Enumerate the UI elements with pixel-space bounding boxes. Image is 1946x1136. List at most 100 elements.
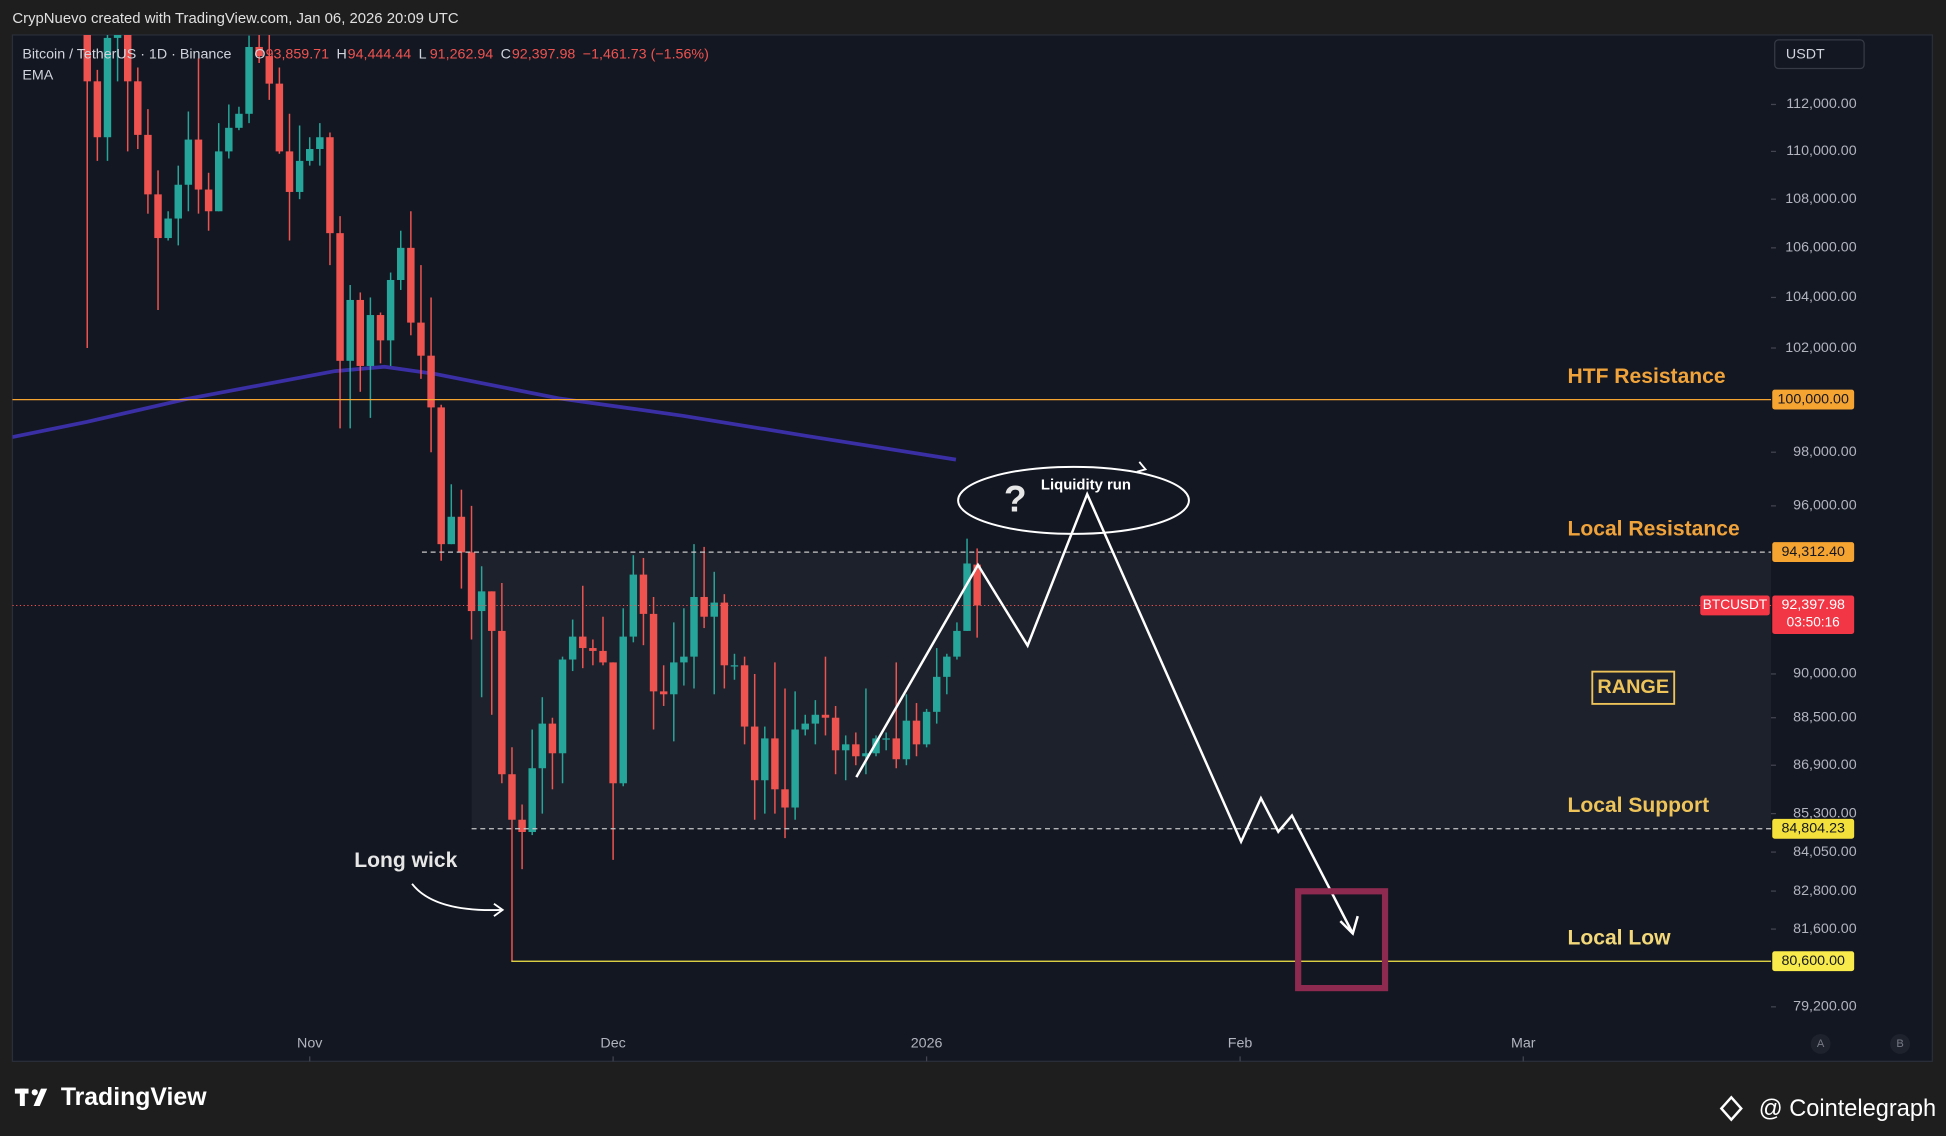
level-tag [1772, 951, 1855, 972]
brand: TradingView [61, 1084, 207, 1111]
candle-body [740, 665, 749, 727]
candle-body [841, 744, 850, 751]
ema-line [12, 364, 957, 462]
level-tag-label: 84,804.23 [1781, 821, 1845, 837]
price-tag [1772, 595, 1855, 635]
level-name: HTF Resistance [1567, 365, 1725, 388]
level-tag-label: 100,000.00 [1778, 391, 1849, 407]
candle-body [214, 151, 223, 212]
candle-body [144, 134, 152, 195]
candle-body [953, 630, 961, 657]
tv-logo [14, 1088, 48, 1107]
candle-body [852, 744, 860, 757]
symbol-tag-label: BTCUSDT [1703, 597, 1768, 612]
symbol-tag [1700, 595, 1770, 616]
log-scale[interactable] [1890, 1034, 1911, 1054]
wick-arrow-head [493, 902, 505, 917]
candle-body [407, 247, 415, 323]
currency-button[interactable] [1774, 39, 1865, 70]
candle-body [761, 738, 769, 781]
legend-key: C [501, 47, 511, 63]
y-tick-label: 82,800.00 [1793, 883, 1857, 899]
candle-body [467, 552, 476, 612]
source: @ Cointelegraph [1759, 1095, 1936, 1121]
y-tick-label: 106,000.00 [1785, 240, 1856, 256]
candle-body [973, 564, 981, 606]
candle-body [376, 315, 385, 341]
candle-body [103, 37, 112, 138]
y-tick-label: 90,000.00 [1793, 666, 1857, 682]
legend-key: O [254, 47, 265, 63]
candle-body [963, 563, 971, 631]
candle-body [123, 34, 132, 82]
candle-body [558, 659, 567, 754]
candle-body [700, 596, 708, 617]
candle-body [690, 596, 698, 657]
candle-body [356, 299, 365, 366]
candle-body [154, 194, 162, 239]
legend-value: 93,859.71 [266, 47, 330, 63]
legend-key: H [337, 47, 347, 63]
plot [12, 34, 1772, 962]
auto-scale-label: A [1817, 1038, 1825, 1050]
candle-body [932, 676, 941, 712]
y-tick-label: 102,000.00 [1785, 340, 1856, 356]
candle-body [306, 149, 314, 161]
candle-body [184, 139, 193, 185]
candle-body [548, 723, 557, 754]
candle-body [821, 714, 830, 718]
candle-body [134, 81, 142, 135]
candle-body [943, 656, 951, 677]
x-tick-label: Nov [297, 1036, 323, 1052]
candle-body [204, 189, 213, 212]
level-tag [1772, 389, 1855, 410]
y-tick-label: 96,000.00 [1793, 498, 1857, 514]
candle-body [295, 160, 304, 192]
log-scale-label: B [1896, 1038, 1903, 1050]
candle-body [639, 574, 648, 614]
candle-body [720, 602, 729, 666]
candle-body [366, 315, 375, 366]
y-tick-label: 108,000.00 [1785, 191, 1856, 207]
level-name: Local Resistance [1567, 517, 1739, 540]
axes: 112,000.00 110,000.00 108,000.00 106,000.00… [12, 96, 1857, 1062]
legend-change: −1,461.73 (−1.56%) [583, 47, 709, 63]
candle-body [670, 662, 678, 695]
candle-body [386, 279, 395, 341]
candle-body [255, 46, 263, 57]
level-tag [1772, 542, 1855, 563]
candle-body [872, 738, 880, 754]
wick-arrow [411, 883, 502, 912]
countdown: 03:50:16 [1787, 614, 1840, 629]
candle-body [538, 723, 547, 769]
candle-body [791, 729, 799, 808]
candle-body [649, 613, 658, 692]
candle-body [235, 113, 243, 128]
y-tick-label: 84,050.00 [1793, 844, 1857, 860]
candle-body [488, 591, 496, 631]
auto-scale[interactable] [1810, 1034, 1831, 1054]
y-tick-label: 98,000.00 [1793, 444, 1857, 460]
liquidity-ellipse [957, 465, 1190, 535]
x-tick-label: Feb [1228, 1036, 1253, 1052]
candle-body [680, 656, 688, 663]
candle-body [750, 726, 759, 781]
candle-body [427, 355, 435, 408]
candle-body [892, 738, 900, 760]
candle-body [437, 407, 445, 545]
y-tick-label: 110,000.00 [1786, 143, 1856, 159]
candle-body [599, 650, 607, 663]
candle-body [589, 648, 597, 651]
candle-body [902, 720, 911, 760]
candle-body [730, 665, 739, 667]
range-zone [471, 552, 1772, 829]
candle-body [457, 516, 466, 553]
price-tag-label: 92,397.98 [1781, 597, 1845, 613]
candle-body [619, 636, 627, 784]
candle-body [397, 247, 405, 280]
candle-body [164, 218, 172, 239]
x-tick-label: Mar [1511, 1036, 1536, 1052]
candle-body [113, 34, 122, 38]
candle-body [498, 630, 506, 775]
y-tick-label: 86,900.00 [1793, 757, 1857, 773]
